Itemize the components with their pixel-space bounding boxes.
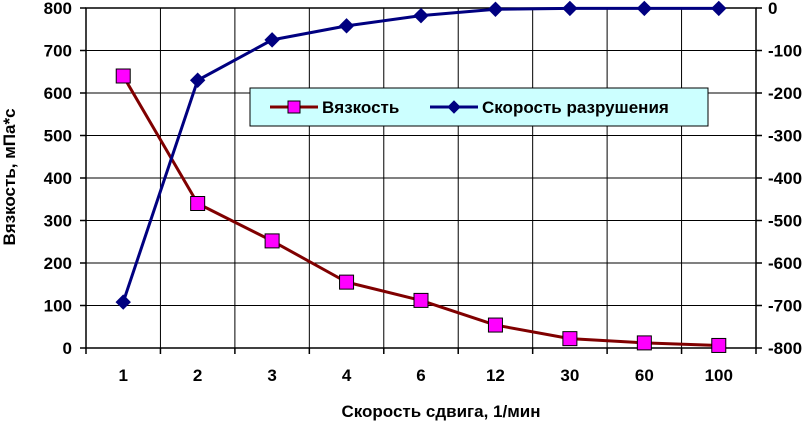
data-point-destruction [189,72,206,88]
series-line-1 [121,6,719,303]
x-tick-label: 6 [416,366,425,385]
x-tick-label: 2 [193,366,202,385]
data-point-viscosity [487,317,503,333]
x-tick-label: 60 [635,366,654,385]
legend-marker-destruction [447,100,461,114]
ticks-layer: 0 100 200 300 400 500 600 700 800 0 -100 -200 -300 -4… [44,0,802,385]
data-point-viscosity [711,337,727,353]
x-tick-label: 1 [118,366,127,385]
y-tick-label-right: -500 [768,212,802,231]
legend-marker-viscosity [287,100,301,114]
data-point-destruction [636,0,653,17]
y-axis-title: Вязкость, мПа*с [0,108,19,245]
y-tick-label-left: 0 [63,339,72,358]
data-point-destruction [562,0,578,17]
series-layer [115,0,727,353]
data-point-viscosity [339,274,355,290]
data-point-destruction [115,294,131,310]
y-tick-label-left: 700 [44,42,72,61]
x-tick-label: 4 [342,366,352,385]
data-point-viscosity [115,68,131,84]
y-tick-label-left: 100 [44,297,72,316]
data-point-viscosity [264,233,280,249]
x-axis-title: Скорость сдвига, 1/мин [341,402,540,421]
data-point-destruction [487,1,504,17]
y-tick-label-left: 500 [44,127,72,146]
x-tick-label: 3 [267,366,276,385]
legend-box [249,87,709,127]
y-tick-label-right: -800 [768,339,802,358]
legend-label-viscosity: Вязкость [322,98,399,117]
y-tick-label-left: 600 [44,84,72,103]
y-tick-label-right: 0 [768,0,777,18]
data-point-viscosity [636,335,652,351]
y-tick-label-right: -700 [768,297,802,316]
y-tick-label-left: 300 [44,212,72,231]
x-tick-label: 100 [705,366,733,385]
data-point-destruction [264,32,280,48]
y-tick-label-left: 400 [44,169,72,188]
x-tick-label: 12 [486,366,505,385]
data-point-destruction [711,0,727,17]
data-point-viscosity [562,331,578,347]
x-tick-label: 30 [560,366,579,385]
legend: Вязкость Скорость разрушения [249,87,709,127]
y-tick-label-right: -600 [768,254,802,273]
y-tick-label-right: -100 [768,42,802,61]
data-point-destruction [413,7,429,24]
legend-label-destruction: Скорость разрушения [482,98,669,117]
y-tick-label-left: 800 [44,0,72,18]
data-point-destruction [338,18,355,34]
y-tick-label-right: -200 [768,84,802,103]
y-tick-label-right: -400 [768,169,802,188]
data-point-viscosity [190,196,206,211]
y-tick-label-left: 200 [44,254,72,273]
y-tick-label-right: -300 [768,127,802,146]
grid [86,7,756,349]
data-point-viscosity [413,292,429,308]
